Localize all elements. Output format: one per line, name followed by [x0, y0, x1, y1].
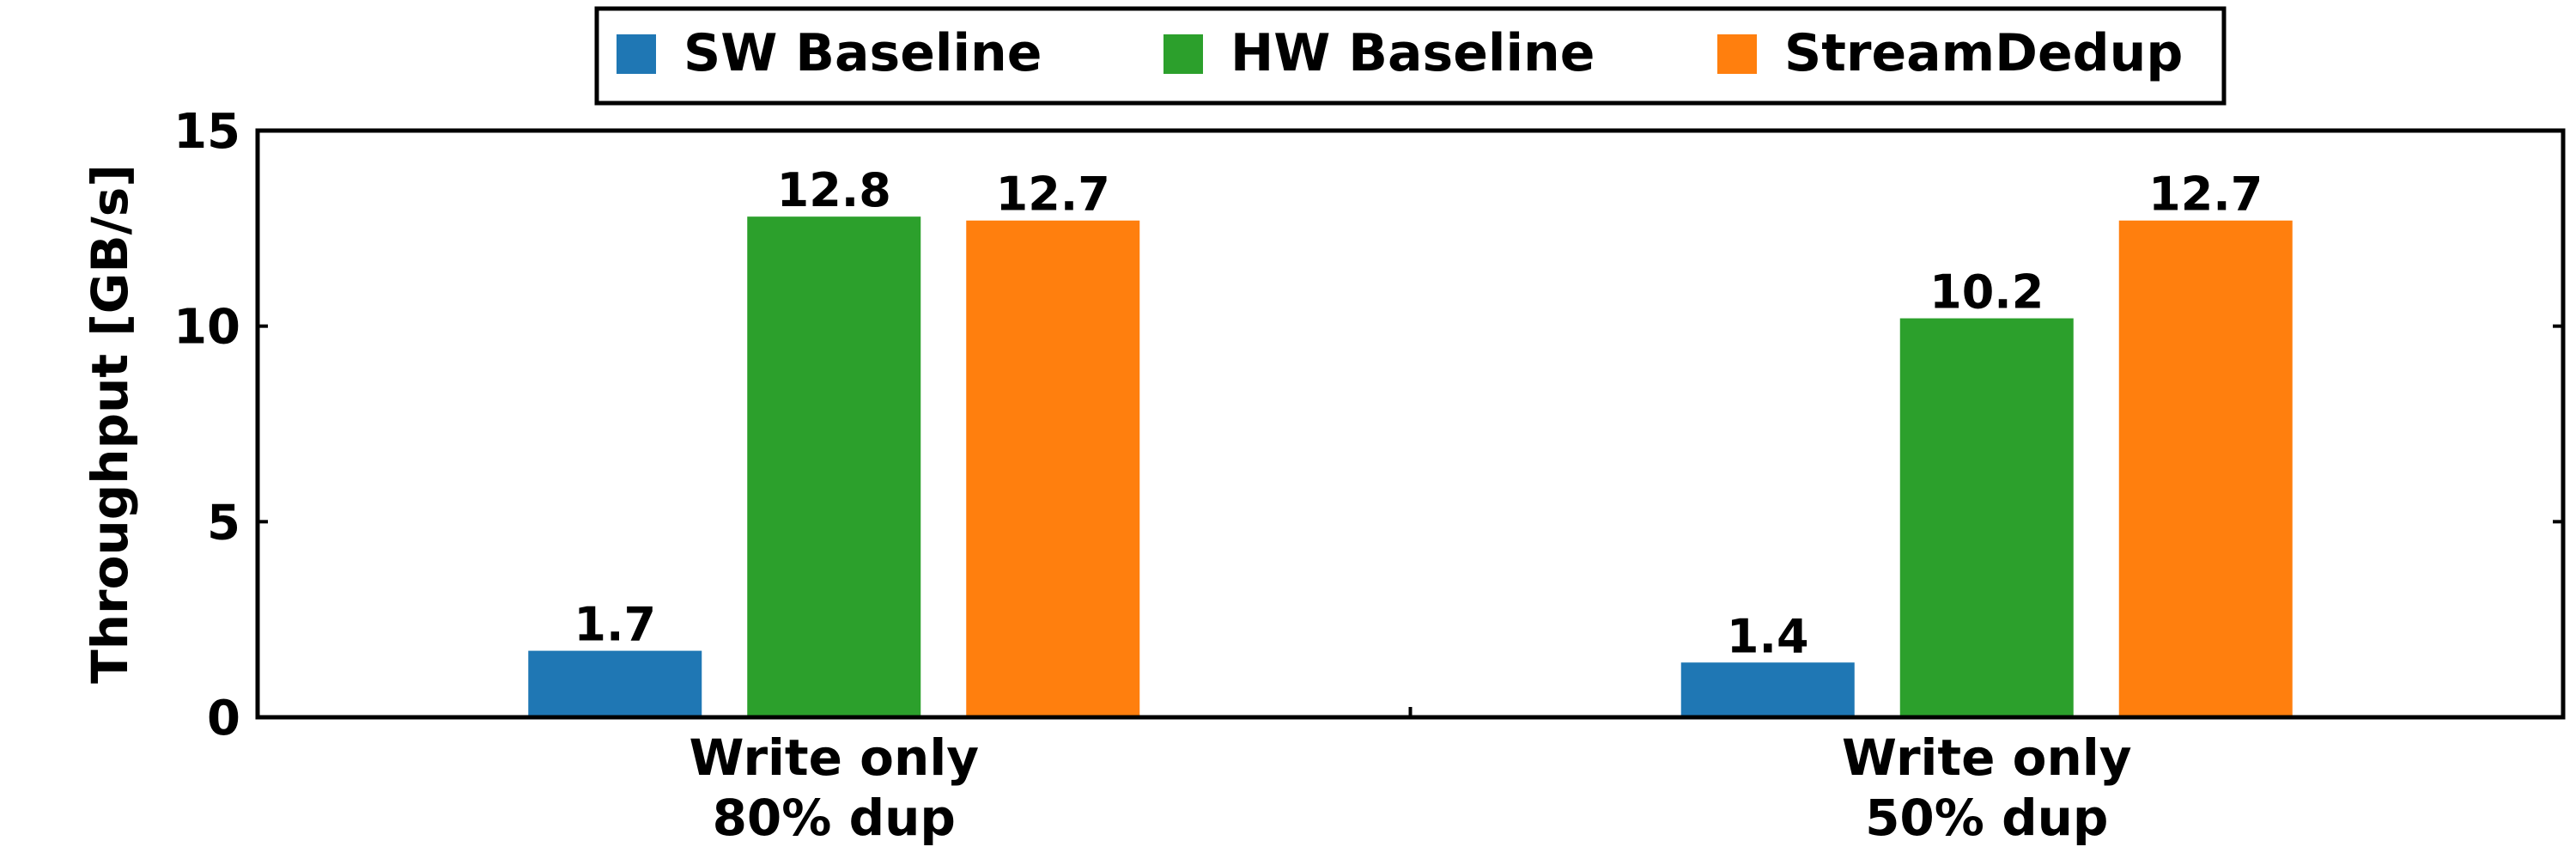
y-tick-label: 15	[173, 104, 240, 160]
x-tick-label-line: Write only	[689, 728, 979, 787]
bar-0-1	[1680, 662, 1855, 717]
y-axis-label: Throughput [GB/s]	[81, 164, 139, 684]
x-tick-label: Write only 80% dup	[689, 728, 979, 847]
bar-1-1	[1899, 318, 2074, 717]
bar-2-0	[966, 220, 1140, 717]
plot-area: 1.7 1.4 12.8 10.2 12.7 12.7	[528, 163, 2293, 717]
legend: SW Baseline HW Baseline StreamDedup	[594, 6, 2227, 106]
x-tick-label-line: Write only	[1842, 728, 2132, 787]
data-label: 12.7	[996, 168, 1110, 222]
legend-swatch	[1163, 34, 1203, 74]
y-tick-label: 0	[207, 691, 240, 746]
legend-swatch	[1717, 34, 1757, 74]
data-label: 10.2	[1929, 265, 2044, 320]
x-tick-label-line: 80% dup	[713, 789, 956, 847]
legend-label: HW Baseline	[1230, 23, 1595, 83]
data-label: 1.4	[1727, 609, 1809, 663]
x-tick-label: Write only 50% dup	[1842, 728, 2132, 847]
x-tick-label-line: 50% dup	[1865, 789, 2108, 847]
legend-box	[594, 6, 2227, 106]
data-label: 12.8	[777, 163, 891, 217]
data-label: 1.7	[574, 598, 656, 652]
legend-swatch	[617, 34, 656, 74]
y-tick-label: 5	[207, 495, 240, 551]
legend-label: SW Baseline	[683, 23, 1042, 83]
bar-0-0	[528, 650, 702, 717]
legend-label: StreamDedup	[1784, 23, 2183, 83]
y-tick-label: 10	[173, 300, 240, 356]
bar-1-0	[747, 216, 921, 717]
bar-2-1	[2118, 220, 2293, 717]
data-label: 12.7	[2148, 168, 2263, 222]
